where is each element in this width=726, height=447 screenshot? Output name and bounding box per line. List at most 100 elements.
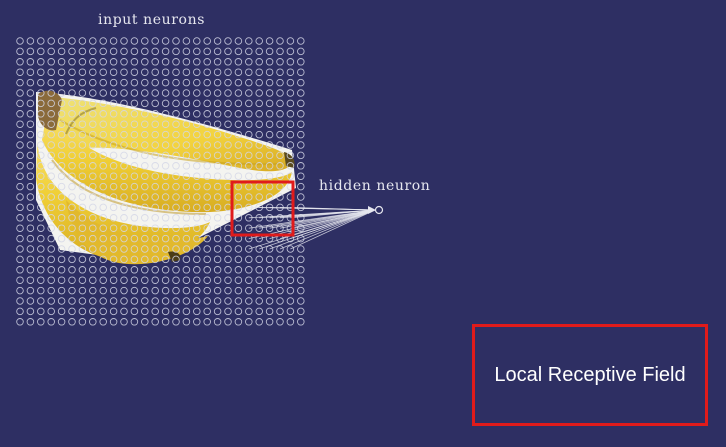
input-neuron: [224, 68, 232, 76]
input-neuron: [130, 151, 139, 160]
input-neuron: [47, 203, 55, 212]
input-neuron: [224, 141, 232, 149]
input-neuron: [224, 286, 232, 295]
input-neuron: [286, 151, 295, 160]
input-neuron: [120, 120, 128, 128]
input-neuron: [213, 245, 222, 253]
input-neuron: [234, 151, 243, 160]
input-neuron: [151, 214, 159, 222]
input-neuron: [224, 276, 232, 284]
input-neuron: [203, 245, 211, 253]
input-neuron: [245, 266, 253, 274]
input-neuron: [99, 99, 107, 108]
input-neuron: [141, 297, 149, 305]
input-neuron: [255, 224, 263, 232]
input-neuron: [68, 245, 76, 253]
input-neuron: [255, 89, 263, 97]
input-neuron: [245, 307, 253, 316]
input-neuron: [37, 78, 45, 87]
input-neuron: [245, 286, 253, 295]
input-neuron: [182, 307, 191, 316]
input-neuron: [47, 47, 55, 56]
input-neuron: [255, 276, 263, 284]
input-neuron: [172, 130, 180, 139]
input-neuron: [130, 234, 139, 243]
input-neuron: [89, 193, 97, 201]
input-neuron: [276, 99, 284, 108]
input-neuron: [89, 99, 97, 108]
input-neuron: [78, 255, 87, 264]
input-neuron: [182, 276, 191, 284]
input-neuron: [234, 266, 243, 274]
input-neuron: [16, 214, 24, 222]
input-neuron: [245, 47, 253, 56]
input-neuron: [57, 255, 66, 264]
input-neuron: [234, 286, 243, 295]
input-neuron: [151, 68, 159, 76]
input-neuron: [265, 130, 274, 139]
input-neuron: [234, 110, 243, 118]
input-neuron: [130, 47, 139, 56]
input-neuron: [130, 58, 139, 66]
input-neuron: [109, 245, 118, 253]
input-neuron: [130, 193, 139, 201]
input-neuron: [193, 182, 201, 191]
input-neuron: [224, 172, 232, 180]
input-neuron: [297, 78, 305, 87]
input-neuron: [78, 68, 87, 76]
input-neuron: [265, 255, 274, 264]
input-neuron: [286, 276, 295, 284]
input-neuron: [141, 182, 149, 191]
input-neuron: [193, 203, 201, 212]
input-neuron: [213, 297, 222, 305]
input-neuron: [26, 151, 35, 160]
input-neuron: [182, 203, 191, 212]
input-neuron: [265, 89, 274, 97]
input-neuron: [161, 110, 170, 118]
input-neuron: [234, 214, 243, 222]
input-neuron: [99, 266, 107, 274]
input-neuron: [193, 99, 201, 108]
input-neuron: [255, 141, 263, 149]
input-neuron: [68, 78, 76, 87]
input-neuron: [78, 182, 87, 191]
input-neuron: [297, 120, 305, 128]
input-neuron: [26, 318, 35, 326]
input-neuron: [172, 203, 180, 212]
input-neuron: [78, 318, 87, 326]
input-neuron: [109, 307, 118, 316]
input-neuron: [16, 141, 24, 149]
input-neuron: [57, 245, 66, 253]
input-neuron: [99, 162, 107, 170]
input-neuron: [182, 224, 191, 232]
input-neuron: [182, 120, 191, 128]
input-neuron: [109, 58, 118, 66]
input-neuron: [47, 307, 55, 316]
input-neuron: [151, 182, 159, 191]
input-neuron: [234, 78, 243, 87]
input-neuron: [161, 255, 170, 264]
input-neuron: [172, 214, 180, 222]
input-neuron: [182, 193, 191, 201]
input-neuron: [193, 245, 201, 253]
input-neuron: [265, 276, 274, 284]
input-neuron: [120, 141, 128, 149]
input-neuron: [89, 234, 97, 243]
input-neuron: [99, 224, 107, 232]
input-neuron: [16, 151, 24, 160]
input-neuron: [255, 37, 263, 45]
input-neuron: [234, 318, 243, 326]
input-neuron: [182, 266, 191, 274]
connection-line: [290, 209, 376, 219]
input-neuron: [255, 130, 263, 139]
input-neuron: [172, 318, 180, 326]
input-neuron: [265, 120, 274, 128]
input-neuron: [151, 58, 159, 66]
input-neuron: [234, 58, 243, 66]
input-neuron: [89, 89, 97, 97]
input-neuron: [78, 141, 87, 149]
input-neuron: [16, 99, 24, 108]
input-neuron: [37, 276, 45, 284]
input-neuron: [89, 162, 97, 170]
input-neuron: [213, 203, 222, 212]
